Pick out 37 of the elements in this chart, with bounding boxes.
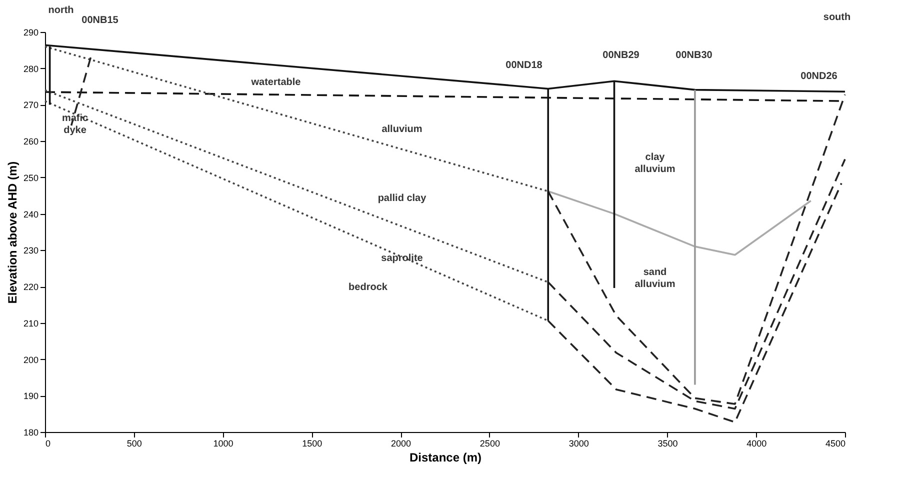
y-tick-label: 260 bbox=[23, 136, 38, 147]
annotation: bedrock bbox=[348, 282, 388, 293]
x-tick-label: 1500 bbox=[302, 438, 322, 448]
annotation: 00NB29 bbox=[602, 50, 640, 61]
text: south bbox=[823, 12, 851, 23]
annotation: sand alluvium bbox=[634, 267, 676, 290]
y-tick-label: 240 bbox=[23, 209, 38, 220]
annotation: 00ND18 bbox=[506, 60, 543, 71]
x-tick-label: 4000 bbox=[746, 438, 767, 448]
text: north bbox=[48, 5, 74, 16]
x-tick-label: 0 bbox=[46, 438, 51, 448]
y-tick-label: 270 bbox=[23, 100, 38, 110]
y-tick-label: 220 bbox=[23, 282, 38, 292]
y-tick-label: 180 bbox=[23, 428, 38, 438]
x-tick-label: 500 bbox=[126, 438, 142, 448]
annotation: watertable bbox=[250, 77, 302, 88]
y-axis-title: Elevation above AHD (m) bbox=[5, 161, 20, 304]
y-tick-label: 280 bbox=[23, 64, 38, 74]
y-tick-label: 190 bbox=[23, 391, 38, 402]
y-tick-label: 230 bbox=[23, 246, 38, 256]
y-tick-label: 210 bbox=[23, 318, 38, 328]
x-tick-label: 2500 bbox=[480, 438, 500, 448]
annotation: alluvium bbox=[382, 124, 422, 135]
annotation: pallid clay bbox=[378, 193, 427, 204]
annotation: 00NB30 bbox=[676, 50, 713, 61]
annotation: 00ND26 bbox=[800, 71, 838, 82]
annotation: clay alluvium bbox=[634, 152, 676, 175]
y-tick-label: 290 bbox=[23, 28, 38, 38]
x-tick-label: 2000 bbox=[391, 438, 412, 448]
x-axis-title: Distance (m) bbox=[409, 450, 482, 464]
y-tick-label: 200 bbox=[23, 354, 38, 365]
y-tick-label: 250 bbox=[23, 172, 38, 183]
x-tick-label: 3000 bbox=[568, 438, 589, 448]
x-tick-label: 3500 bbox=[658, 438, 678, 448]
x-tick-label: 1000 bbox=[213, 438, 234, 448]
x-tick-label: 4500 bbox=[825, 438, 846, 448]
text: 00NB15 bbox=[82, 15, 119, 26]
